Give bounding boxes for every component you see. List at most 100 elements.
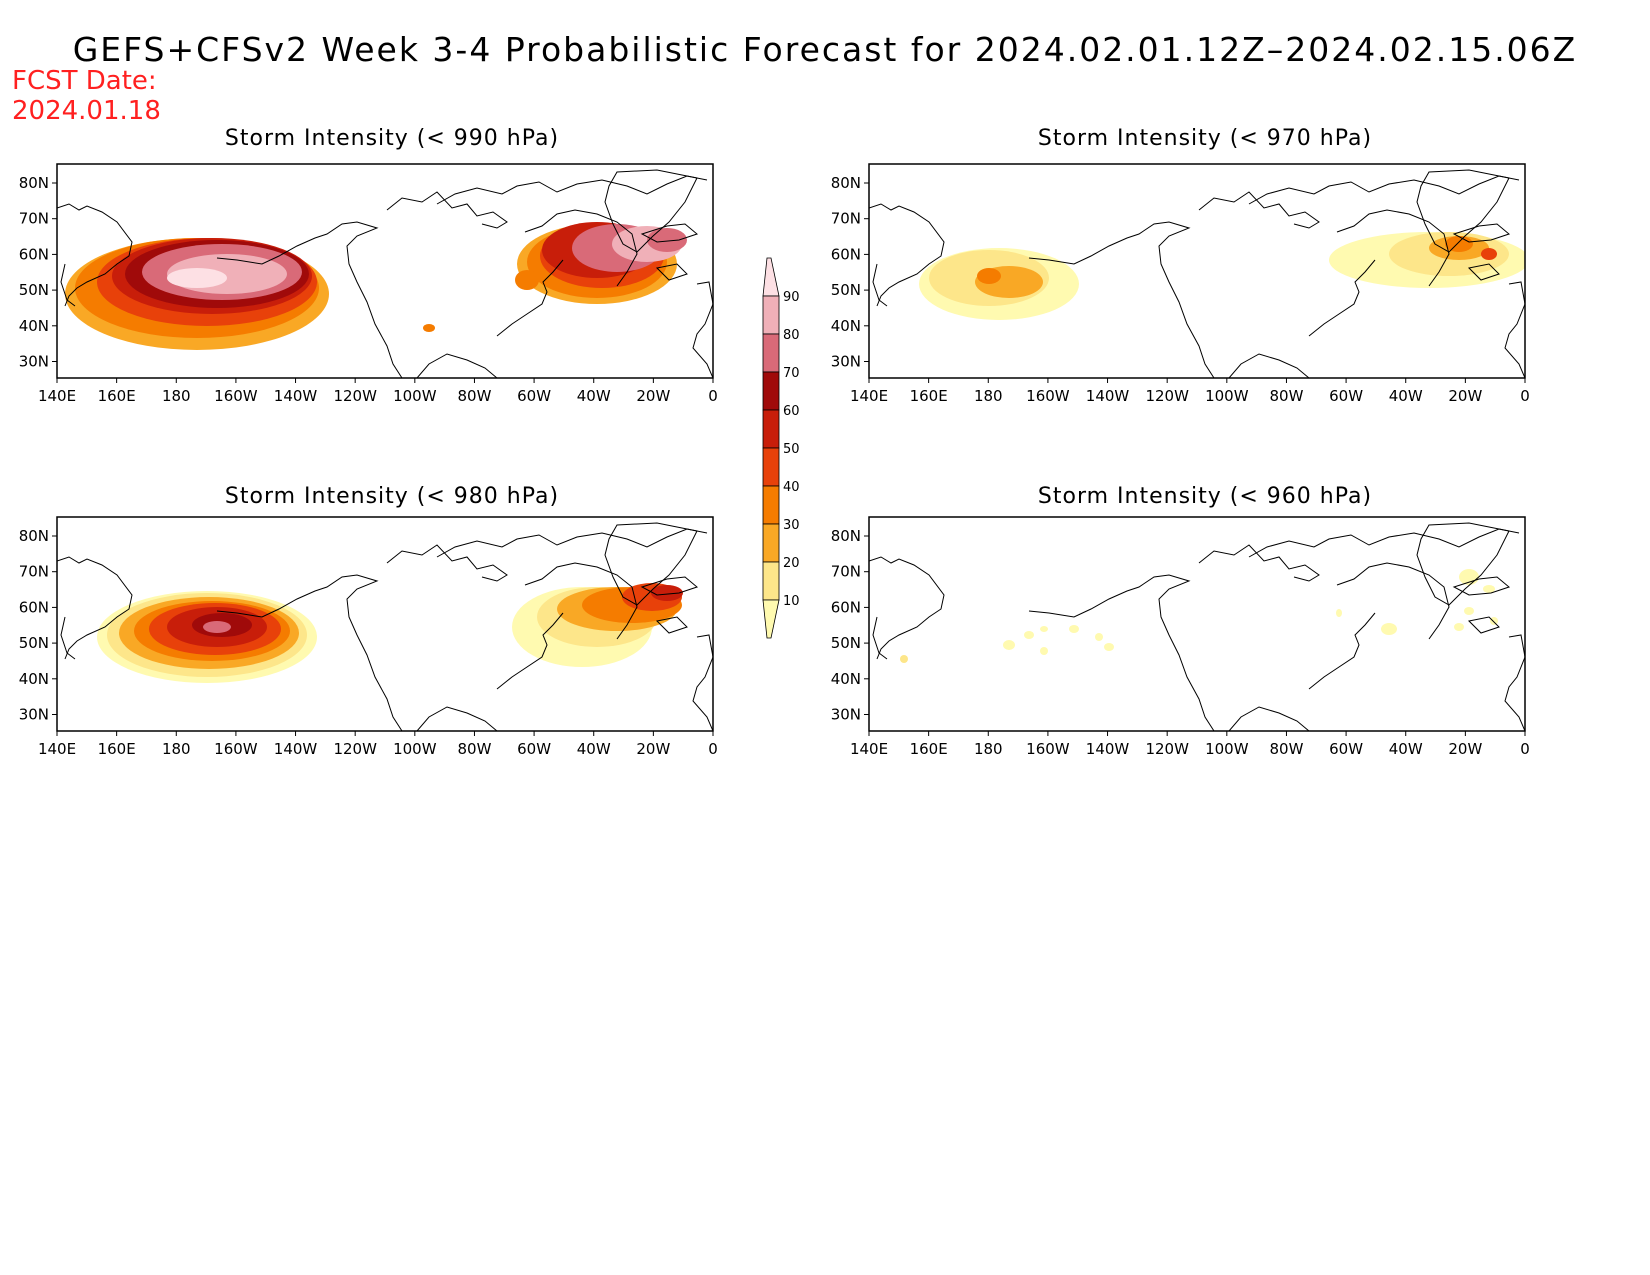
colorbar-label: 40 bbox=[783, 480, 800, 495]
panel-960-frame bbox=[868, 516, 1526, 732]
lon-tick-label: 120W bbox=[1145, 740, 1189, 758]
panel-990-frame bbox=[56, 163, 714, 379]
lat-tick-label: 60N bbox=[831, 598, 861, 616]
lat-tick-label: 30N bbox=[19, 353, 49, 371]
lat-tick-label: 80N bbox=[831, 174, 861, 192]
coastline bbox=[655, 616, 688, 634]
panel-960-probability-area bbox=[1040, 647, 1048, 655]
panel-980-group: 140E 160E 180 160W 140W 120W 100W 80W 60W 40W 20W 0… bbox=[19, 516, 718, 758]
lon-tick-label: 40W bbox=[1389, 387, 1423, 405]
coastline bbox=[1028, 574, 1215, 731]
coastline bbox=[1228, 706, 1310, 731]
panel-960-probability-area bbox=[1104, 643, 1114, 651]
lon-tick-label: 100W bbox=[393, 740, 437, 758]
lon-tick-label: 160E bbox=[910, 387, 948, 405]
coastline bbox=[1248, 175, 1520, 205]
lon-tick-label: 120W bbox=[333, 740, 377, 758]
panel-960-probability-area bbox=[1454, 623, 1464, 631]
lon-tick-label: 180 bbox=[974, 387, 1003, 405]
panel-960-probability-area bbox=[1003, 640, 1015, 650]
lon-tick-label: 160W bbox=[214, 740, 258, 758]
coastline bbox=[1336, 209, 1450, 287]
coastline bbox=[496, 612, 564, 690]
lat-tick-label: 40N bbox=[19, 317, 49, 335]
lat-tick-label: 80N bbox=[19, 527, 49, 545]
panel-970-probability-area bbox=[977, 268, 1001, 284]
coastline bbox=[869, 203, 945, 307]
panel-960-probability-area bbox=[1336, 609, 1342, 617]
colorbar-segment bbox=[762, 599, 780, 639]
coastline bbox=[1452, 223, 1511, 243]
coastline bbox=[386, 544, 508, 582]
coastline bbox=[496, 259, 564, 337]
lon-tick-label: 0 bbox=[708, 387, 718, 405]
coastline bbox=[60, 616, 76, 660]
lat-tick-label: 30N bbox=[831, 706, 861, 724]
colorbar-label: 10 bbox=[783, 594, 800, 609]
panel-990-probability-area bbox=[167, 268, 227, 288]
lon-tick-label: 140E bbox=[850, 387, 888, 405]
forecast-date: FCST Date: 2024.01.18 bbox=[12, 66, 161, 126]
lat-tick-label: 50N bbox=[831, 634, 861, 652]
panel-970-frame bbox=[868, 163, 1526, 379]
panel-980-frame bbox=[56, 516, 714, 732]
lat-tick-label: 40N bbox=[19, 670, 49, 688]
panel-990-probability-area bbox=[515, 270, 539, 290]
lat-tick-label: 80N bbox=[831, 527, 861, 545]
panel-960-probability-area bbox=[1095, 633, 1103, 641]
lat-tick-label: 50N bbox=[19, 634, 49, 652]
colorbar-label: 30 bbox=[783, 518, 800, 533]
coastline bbox=[1416, 522, 1510, 606]
coastline bbox=[692, 281, 713, 378]
lat-tick-label: 50N bbox=[19, 281, 49, 299]
panel-title-990: Storm Intensity (< 990 hPa) bbox=[224, 126, 560, 151]
lon-tick-label: 80W bbox=[457, 387, 491, 405]
coastline bbox=[1198, 544, 1320, 582]
lat-tick-label: 70N bbox=[831, 210, 861, 228]
lon-tick-label: 20W bbox=[1448, 387, 1482, 405]
lon-tick-label: 140W bbox=[274, 387, 318, 405]
panel-960-probability-area bbox=[1490, 617, 1498, 625]
coastline bbox=[872, 263, 888, 307]
colorbar-segment bbox=[762, 333, 780, 373]
panel-980-probability-area bbox=[203, 621, 231, 633]
coastline bbox=[604, 522, 698, 606]
lon-tick-label: 0 bbox=[708, 740, 718, 758]
coastline bbox=[872, 616, 888, 660]
panel-970-probability-area bbox=[1481, 248, 1497, 260]
lon-tick-label: 140W bbox=[274, 740, 318, 758]
lon-tick-label: 180 bbox=[162, 740, 191, 758]
lon-tick-label: 40W bbox=[577, 740, 611, 758]
coastline bbox=[1248, 528, 1520, 558]
coastline bbox=[216, 574, 403, 731]
lon-tick-label: 0 bbox=[1520, 740, 1530, 758]
coastline bbox=[604, 169, 698, 253]
colorbar-label: 80 bbox=[783, 328, 800, 343]
lon-tick-label: 160W bbox=[214, 387, 258, 405]
lon-tick-label: 160E bbox=[98, 387, 136, 405]
lat-tick-label: 50N bbox=[831, 281, 861, 299]
panel-990-probability-area bbox=[423, 324, 435, 332]
coastline bbox=[57, 556, 133, 660]
coastline bbox=[216, 221, 403, 378]
coastline bbox=[436, 528, 708, 558]
lon-tick-label: 60W bbox=[1329, 387, 1363, 405]
panel-960-coastline bbox=[869, 522, 1525, 731]
panel-960-group: 140E 160E 180 160W 140W 120W 100W 80W 60W 40W 20W 0… bbox=[831, 516, 1530, 758]
colorbar-label: 20 bbox=[783, 556, 800, 571]
coastline bbox=[436, 175, 708, 205]
main-title: GEFS+CFSv2 Week 3-4 Probabilistic Foreca… bbox=[72, 30, 1578, 69]
lon-tick-label: 140W bbox=[1086, 740, 1130, 758]
panel-980-shading bbox=[97, 583, 683, 683]
lon-tick-label: 140E bbox=[850, 740, 888, 758]
lon-tick-label: 100W bbox=[1205, 387, 1249, 405]
panel-980-coastline bbox=[57, 522, 713, 731]
lon-tick-label: 40W bbox=[1389, 740, 1423, 758]
coastline bbox=[1228, 353, 1310, 378]
lon-tick-label: 80W bbox=[1269, 740, 1303, 758]
lon-tick-label: 80W bbox=[1269, 387, 1303, 405]
colorbar-label: 70 bbox=[783, 366, 800, 381]
panel-990-shading bbox=[65, 222, 687, 350]
coastline bbox=[640, 576, 699, 596]
